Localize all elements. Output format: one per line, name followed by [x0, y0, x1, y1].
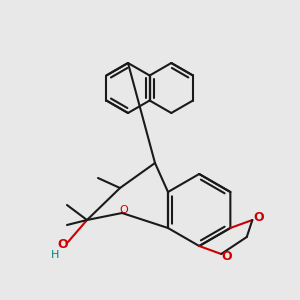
- Text: O: O: [58, 238, 68, 251]
- Text: H: H: [51, 250, 59, 260]
- Text: O: O: [222, 250, 232, 263]
- Text: O: O: [120, 205, 128, 215]
- Text: O: O: [253, 211, 264, 224]
